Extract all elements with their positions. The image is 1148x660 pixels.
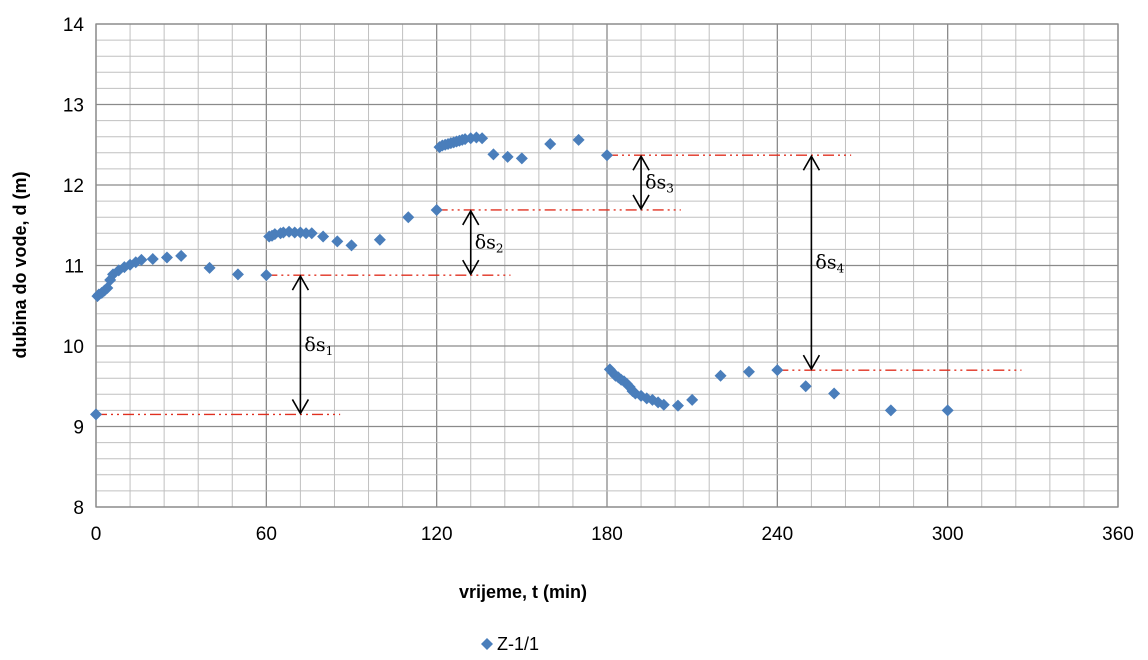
data-point bbox=[686, 393, 699, 406]
data-point bbox=[305, 227, 318, 240]
delta-label: δs1 bbox=[304, 334, 333, 358]
data-point bbox=[572, 133, 585, 146]
x-tick-label: 120 bbox=[421, 524, 453, 545]
data-point bbox=[331, 235, 344, 248]
delta-subscript: 1 bbox=[326, 344, 334, 358]
arrow-head-down bbox=[462, 259, 480, 276]
data-point bbox=[515, 152, 528, 165]
x-tick-label: 300 bbox=[932, 524, 964, 545]
data-point bbox=[828, 387, 841, 400]
delta-annotation: δs2 bbox=[462, 209, 504, 276]
data-point bbox=[203, 261, 216, 274]
legend-label: Z-1/1 bbox=[497, 634, 539, 654]
data-point bbox=[317, 230, 330, 243]
data-point bbox=[373, 233, 386, 246]
arrow-head-down bbox=[632, 194, 650, 211]
delta-annotation: δs4 bbox=[802, 154, 845, 371]
legend-marker bbox=[481, 638, 493, 650]
y-axis-label: dubina do vode, d (m) bbox=[10, 172, 30, 359]
x-tick-label: 180 bbox=[591, 524, 623, 545]
y-tick-label: 11 bbox=[64, 257, 84, 278]
data-point bbox=[345, 239, 358, 252]
data-point bbox=[941, 404, 954, 417]
legend: Z-1/1 bbox=[481, 634, 539, 654]
delta-subscript: 2 bbox=[496, 242, 504, 256]
data-point bbox=[714, 369, 727, 382]
data-point bbox=[160, 251, 173, 264]
data-point bbox=[884, 404, 897, 417]
x-tick-label: 240 bbox=[761, 524, 793, 545]
delta-label: δs4 bbox=[815, 252, 844, 276]
delta-subscript: 4 bbox=[837, 262, 845, 276]
delta-label: δs2 bbox=[475, 232, 504, 256]
data-point bbox=[260, 269, 273, 282]
arrow-head-down bbox=[802, 354, 821, 371]
data-point bbox=[657, 398, 670, 411]
data-point bbox=[175, 249, 188, 262]
y-tick-label: 14 bbox=[63, 15, 85, 36]
data-point bbox=[501, 150, 514, 163]
y-tick-label: 9 bbox=[73, 418, 84, 439]
data-point bbox=[771, 364, 784, 377]
data-point bbox=[430, 203, 443, 216]
data-point bbox=[135, 253, 148, 266]
data-point bbox=[402, 211, 415, 224]
delta-annotations: δs1 δs2 δs3 δs4 bbox=[291, 154, 845, 416]
data-point bbox=[799, 380, 812, 393]
data-point bbox=[742, 365, 755, 378]
data-points bbox=[90, 131, 954, 421]
y-tick-label: 10 bbox=[63, 337, 84, 358]
data-point bbox=[90, 408, 102, 421]
y-tick-label: 12 bbox=[63, 176, 84, 197]
arrow-head-up bbox=[291, 274, 310, 291]
x-tick-label: 0 bbox=[91, 524, 102, 545]
guide-lines bbox=[96, 154, 1022, 416]
data-point bbox=[146, 253, 159, 266]
data-point bbox=[476, 132, 489, 145]
data-point bbox=[601, 149, 613, 162]
y-tick-label: 8 bbox=[73, 498, 84, 519]
y-tick-label: 13 bbox=[63, 96, 84, 117]
plot-area-border bbox=[95, 23, 1119, 508]
delta-subscript: 3 bbox=[666, 182, 674, 196]
x-axis-label: vrijeme, t (min) bbox=[459, 582, 587, 602]
delta-label: δs3 bbox=[645, 172, 674, 196]
arrow-head-down bbox=[291, 399, 310, 416]
data-point bbox=[671, 399, 684, 412]
delta-annotation: δs1 bbox=[291, 274, 333, 416]
grid bbox=[95, 23, 1119, 508]
data-point bbox=[487, 148, 500, 161]
arrow-head-up bbox=[632, 154, 650, 171]
arrow-head-up bbox=[802, 154, 821, 171]
x-tick-label: 60 bbox=[256, 524, 277, 545]
arrow-head-up bbox=[462, 209, 480, 226]
x-tick-label: 360 bbox=[1102, 524, 1134, 545]
data-point bbox=[544, 137, 557, 150]
data-point bbox=[231, 268, 244, 281]
